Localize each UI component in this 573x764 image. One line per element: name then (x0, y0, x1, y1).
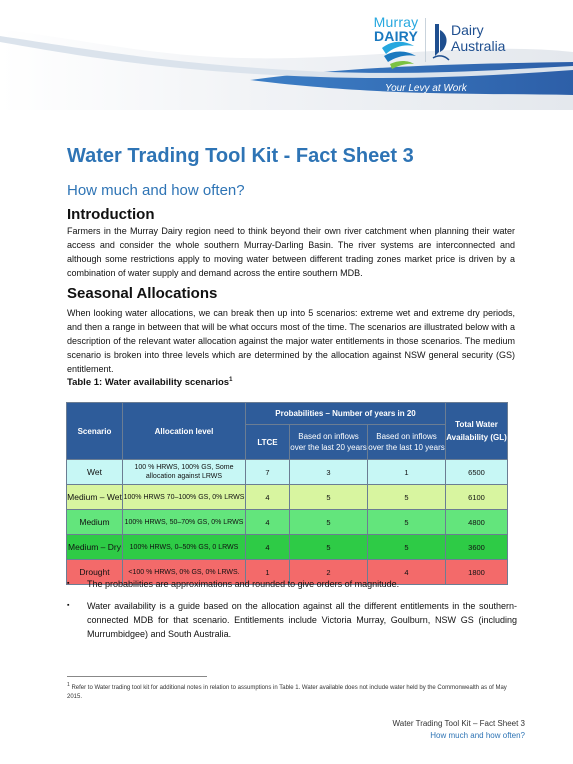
cell-ltce: 4 (245, 509, 290, 535)
cell-last10: 1 (367, 459, 446, 485)
header-wave-graphic (0, 0, 573, 110)
header-last10: Based on inflows over the last 10 years (367, 424, 446, 460)
cell-last20: 3 (289, 459, 368, 485)
cell-last10: 5 (367, 484, 446, 510)
header-last20: Based on inflows over the last 20 years (289, 424, 368, 460)
footer-subtitle: How much and how often? (430, 731, 525, 740)
bullet-square-icon: ▪ (67, 602, 70, 609)
footnote-marker: 1 (67, 682, 70, 688)
header-allocation: Allocation level (122, 402, 246, 460)
dairy-australia-logo: Dairy Australia (429, 22, 539, 68)
table-row: Medium 100% HRWS, 50–70% GS, 0% LRWS 4 5… (66, 509, 508, 535)
bullet-text: The probabilities are approximations and… (87, 579, 400, 589)
footer-title: Water Trading Tool Kit – Fact Sheet 3 (392, 719, 525, 728)
cell-last20: 5 (289, 484, 368, 510)
logo-murray-word: Murray (373, 14, 419, 30)
cell-scenario: Medium (66, 509, 123, 535)
dairy-australia-emblem-icon (432, 24, 450, 61)
header-probabilities: Probabilities – Number of years in 20 (245, 402, 446, 425)
cell-last20: 2 (289, 559, 368, 585)
table-caption-footnote-marker: 1 (229, 377, 233, 383)
logo-divider (425, 18, 426, 62)
murray-dairy-logo: Murray DAIRY (372, 15, 420, 43)
cell-allocation: 100% HRWS, 0–50% GS, 0 LRWS (122, 534, 246, 560)
bullet-text: Water availability is a guide based on t… (87, 601, 517, 639)
cell-scenario: Drought (66, 559, 123, 585)
cell-last10: 5 (367, 509, 446, 535)
bullet-square-icon: ▪ (67, 580, 70, 587)
cell-scenario: Wet (66, 459, 123, 485)
cell-total: 6100 (445, 484, 508, 510)
logo-da-word1: Dairy (451, 22, 484, 38)
header-total: Total Water Availability (GL) (445, 402, 508, 460)
cell-last20: 5 (289, 534, 368, 560)
cell-scenario: Medium – Wet (66, 484, 123, 510)
intro-heading: Introduction (67, 206, 155, 223)
cell-allocation: 100% HRWS 70–100% GS, 0% LRWS (122, 484, 246, 510)
footnote-text: Refer to Water trading tool kit for addi… (67, 685, 507, 700)
cell-total: 6500 (445, 459, 508, 485)
cell-ltce: 4 (245, 484, 290, 510)
page-title: Water Trading Tool Kit - Fact Sheet 3 (67, 145, 414, 167)
table-row: Medium – Dry 100% HRWS, 0–50% GS, 0 LRWS… (66, 534, 508, 560)
table-caption-text: Table 1: Water availability scenarios (67, 377, 230, 389)
header-ltce: LTCE (245, 424, 290, 460)
header-banner: Murray DAIRY Dairy Australia Your Levy a… (0, 0, 573, 110)
cell-ltce: 4 (245, 534, 290, 560)
water-availability-table: Scenario Allocation level Probabilities … (66, 402, 508, 585)
footnote: 1 Refer to Water trading tool kit for ad… (67, 681, 517, 702)
cell-total: 1800 (445, 559, 508, 585)
table-row: Medium – Wet 100% HRWS 70–100% GS, 0% LR… (66, 484, 508, 510)
cell-total: 4800 (445, 509, 508, 535)
cell-allocation: 100 % HRWS, 100% GS, Some allocation aga… (122, 459, 246, 485)
header-scenario: Scenario (66, 402, 123, 460)
cell-ltce: 7 (245, 459, 290, 485)
cell-ltce: 1 (245, 559, 290, 585)
cell-scenario: Medium – Dry (66, 534, 123, 560)
cell-allocation: <100 % HRWS, 0% GS, 0% LRWS. (122, 559, 246, 585)
cell-last20: 5 (289, 509, 368, 535)
cell-last10: 4 (367, 559, 446, 585)
list-item: ▪ Water availability is a guide based on… (67, 599, 517, 641)
logo-da-word2: Australia (451, 38, 506, 54)
seasonal-heading: Seasonal Allocations (67, 285, 218, 302)
seasonal-paragraph: When looking water allocations, we can b… (67, 308, 515, 374)
footnote-divider (67, 676, 207, 677)
cell-total: 3600 (445, 534, 508, 560)
table-row: Wet 100 % HRWS, 100% GS, Some allocation… (66, 459, 508, 485)
cell-last10: 5 (367, 534, 446, 560)
page-subtitle: How much and how often? (67, 182, 245, 199)
page-footer: Water Trading Tool Kit – Fact Sheet 3 Ho… (392, 718, 525, 742)
list-item: ▪ The probabilities are approximations a… (67, 577, 517, 591)
logo-dairy-word: DAIRY (373, 28, 419, 44)
intro-paragraph: Farmers in the Murray Dairy region need … (67, 226, 515, 278)
header-tagline: Your Levy at Work (385, 83, 467, 94)
table-row: Drought <100 % HRWS, 0% GS, 0% LRWS. 1 2… (66, 559, 508, 585)
table-caption: Table 1: Water availability scenarios1 (67, 377, 232, 388)
cell-allocation: 100% HRWS, 50–70% GS, 0% LRWS (122, 509, 246, 535)
